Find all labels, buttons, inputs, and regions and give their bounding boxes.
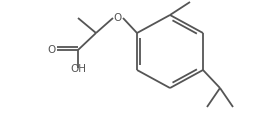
Text: O: O bbox=[47, 45, 55, 55]
Text: OH: OH bbox=[70, 64, 86, 74]
Text: O: O bbox=[114, 13, 122, 23]
